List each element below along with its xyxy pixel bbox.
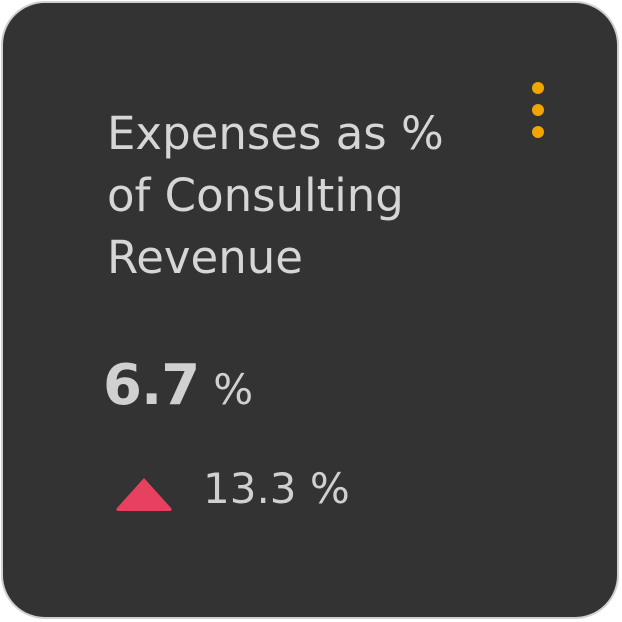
kpi-value-row: 6.7% [103,353,253,418]
kpi-value: 6.7 [103,353,200,418]
more-options-dot [532,82,544,94]
kpi-change-value: 13.3 % [203,464,350,513]
more-options-dot [532,104,544,116]
more-options-dot [532,126,544,138]
triangle-up-icon [116,478,172,511]
kpi-value-unit: % [213,365,254,414]
more-options-button[interactable] [525,75,551,145]
card-title: Expenses as % of Consulting Revenue [107,107,444,284]
